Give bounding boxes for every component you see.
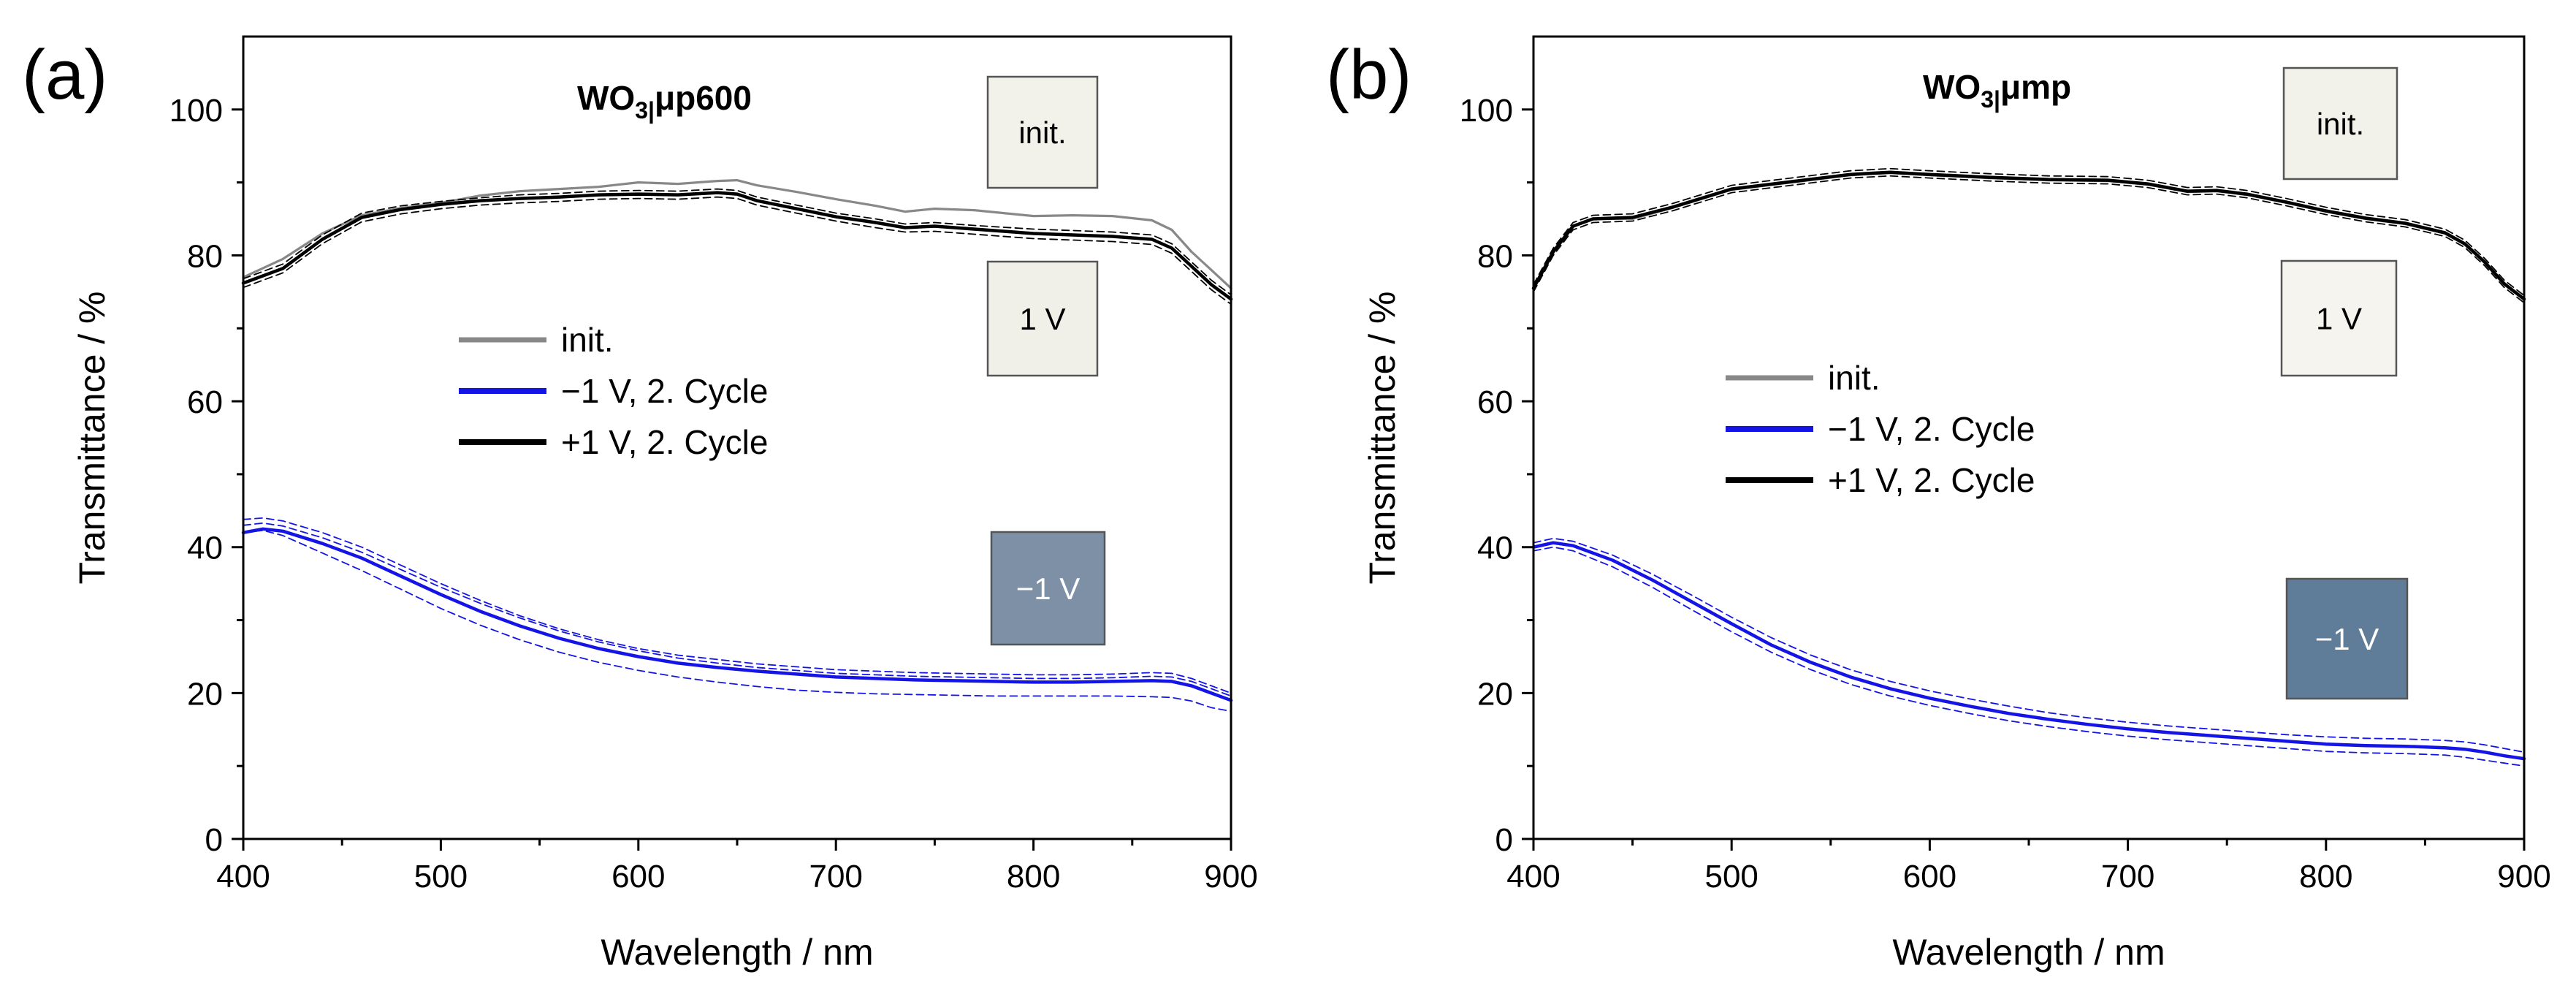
y-tick-label: 0 — [205, 822, 223, 858]
state-box: 1 V — [986, 260, 1099, 377]
series-line — [243, 529, 1232, 713]
y-tick-label: 80 — [1477, 238, 1513, 274]
x-tick-label: 700 — [809, 859, 862, 894]
legend-label: +1 V, 2. Cycle — [561, 423, 768, 461]
y-tick-label: 20 — [1477, 676, 1513, 712]
panel-label: (a) — [22, 36, 107, 114]
state-box-frame — [2280, 259, 2398, 377]
legend-label: −1 V, 2. Cycle — [561, 372, 768, 410]
y-tick-label: 100 — [169, 93, 223, 129]
legend-label: init. — [1828, 359, 1880, 397]
chart-title: WO3|μmp — [1923, 68, 2071, 113]
state-box-label: init. — [2317, 107, 2364, 141]
series-group — [241, 179, 1233, 713]
series-line — [243, 196, 1232, 305]
x-tick-label: 900 — [2497, 859, 2550, 894]
x-tick-label: 700 — [2101, 859, 2154, 894]
y-tick-label: 60 — [187, 384, 223, 420]
state-box-frame — [986, 75, 1099, 189]
series-group — [1531, 167, 2526, 767]
y-tick-label: 20 — [187, 676, 223, 712]
legend: init. −1 V, 2. Cycle +1 V, 2. Cycle — [1726, 359, 2035, 499]
x-tick-label: 800 — [2299, 859, 2352, 894]
state-box-label: 1 V — [2316, 302, 2362, 336]
series-line — [243, 517, 1232, 694]
state-box: init. — [2282, 67, 2398, 181]
y-tick-label: 0 — [1495, 822, 1513, 858]
x-tick-label: 600 — [611, 859, 665, 894]
chart-title: WO3|μp600 — [577, 79, 752, 124]
series-line — [243, 188, 1232, 296]
legend: init. −1 V, 2. Cycle +1 V, 2. Cycle — [459, 321, 768, 461]
chart-panel-1: 0 20 40 60 80 100 400 500 600 700 800 900 Wavelength… — [22, 35, 1258, 973]
state-box-frame — [990, 531, 1106, 646]
state-box-label: −1 V — [2315, 622, 2379, 656]
x-axis-label: Wavelength / nm — [1892, 932, 2165, 973]
x-tick-label: 500 — [1704, 859, 1758, 894]
state-box-label: 1 V — [1019, 302, 1065, 336]
state-box-label: init. — [1018, 115, 1066, 150]
legend-label: −1 V, 2. Cycle — [1828, 410, 2035, 448]
series-line — [1531, 170, 2526, 301]
y-tick-label: 80 — [187, 238, 223, 274]
panel-label: (b) — [1326, 36, 1411, 114]
series-line — [1531, 541, 2526, 761]
series-line — [243, 522, 1232, 697]
state-box-label: −1 V — [1016, 571, 1081, 606]
series-line — [1533, 537, 2525, 753]
y-tick-label: 40 — [1477, 531, 1513, 566]
state-box-frame — [986, 260, 1099, 377]
x-axis-label: Wavelength / nm — [601, 932, 873, 973]
x-tick-label: 600 — [1903, 859, 1956, 894]
state-box-frame — [2282, 67, 2398, 181]
y-axis-label: Transmittance / % — [72, 291, 113, 584]
state-box: −1 V — [990, 531, 1106, 646]
series-line — [241, 191, 1233, 301]
x-tick-label: 500 — [414, 859, 468, 894]
state-box-frame — [2285, 577, 2409, 700]
y-axis-label: Transmittance / % — [1362, 291, 1403, 584]
state-box: 1 V — [2280, 259, 2398, 377]
x-tick-label: 400 — [216, 859, 270, 894]
series-line — [1533, 546, 2525, 767]
series-line — [1533, 175, 2525, 304]
legend-label: init. — [561, 321, 614, 359]
legend-label: +1 V, 2. Cycle — [1828, 461, 2035, 499]
y-tick-label: 60 — [1477, 384, 1513, 420]
y-tick-label: 100 — [1460, 93, 1513, 129]
chart-panel-2: 0 20 40 60 80 100 400 500 600 700 800 900 Wavelength… — [1326, 35, 2551, 973]
state-box: init. — [986, 75, 1099, 189]
x-tick-label: 900 — [1204, 859, 1257, 894]
x-tick-label: 400 — [1506, 859, 1560, 894]
series-line — [241, 527, 1233, 702]
y-tick-label: 40 — [187, 531, 223, 566]
series-line — [1533, 167, 2525, 297]
x-tick-label: 800 — [1007, 859, 1060, 894]
state-box: −1 V — [2285, 577, 2409, 700]
